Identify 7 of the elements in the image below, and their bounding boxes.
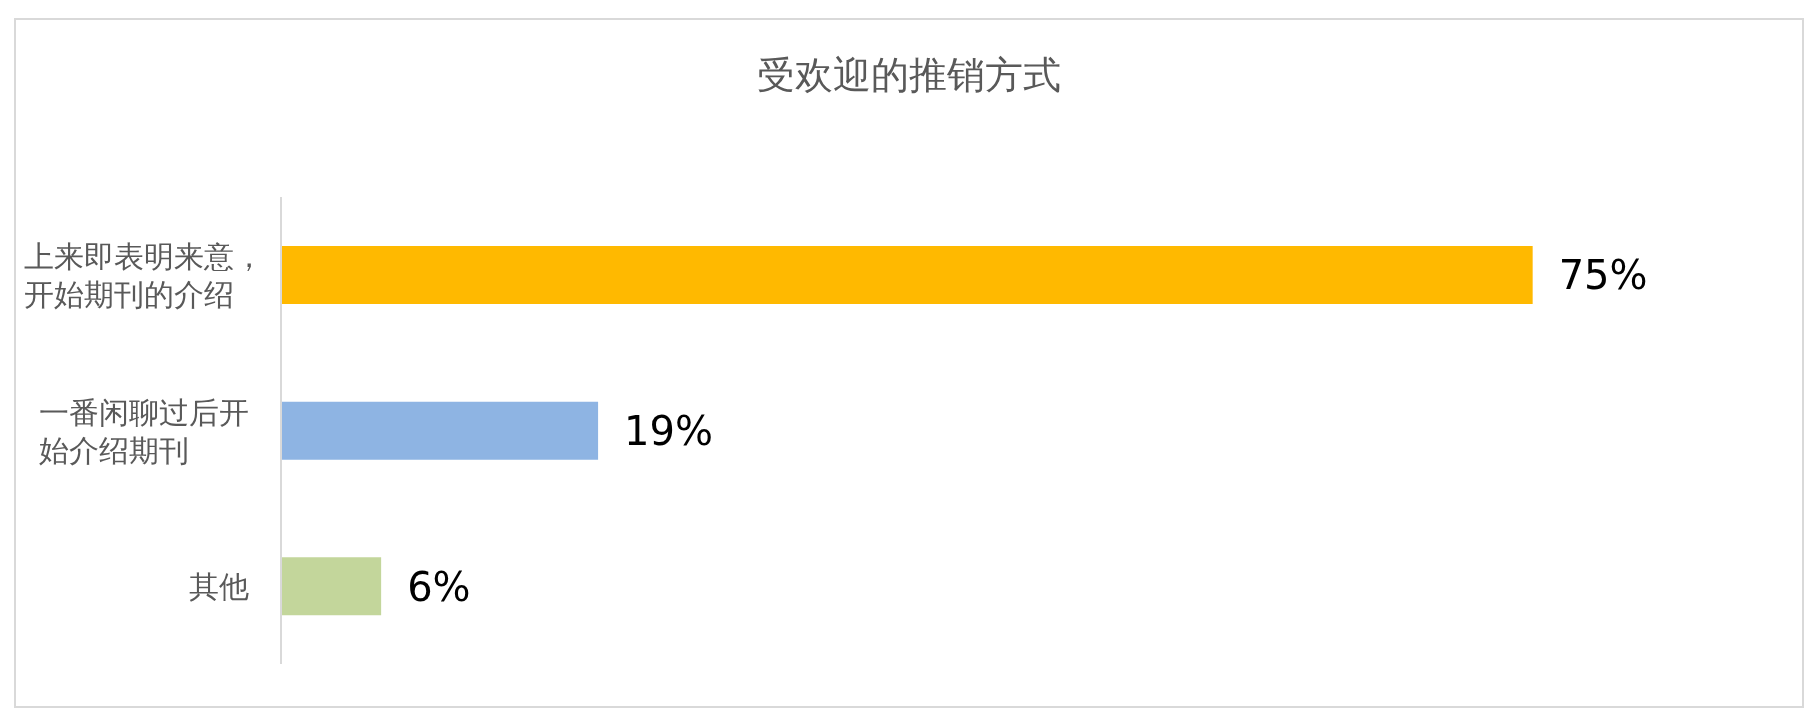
data-label: 6% — [407, 563, 471, 610]
data-label: 19% — [624, 407, 713, 454]
chart-title: 受欢迎的推销方式 — [756, 53, 1062, 97]
data-label: 75% — [1558, 252, 1648, 299]
y-tick-label: 上来即表明来意，开始期刊的介绍 — [24, 238, 264, 312]
y-tick-label: 一番闲聊过后开始介绍期刊 — [39, 394, 249, 467]
y-tick-label: 其他 — [189, 568, 249, 604]
